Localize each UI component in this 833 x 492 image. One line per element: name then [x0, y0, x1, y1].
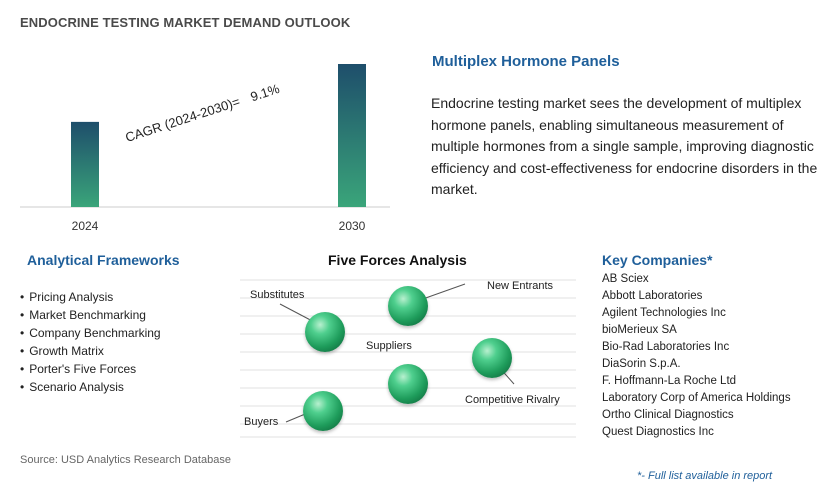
five-forces-diagram: Substitutes New Entrants Suppliers Compe…	[240, 278, 576, 438]
substitutes-label: Substitutes	[250, 289, 305, 301]
chart-canvas	[20, 64, 390, 208]
new-entrants-sphere	[388, 286, 428, 326]
company-item: Bio-Rad Laboratories Inc	[602, 341, 730, 353]
companies-list: AB Sciex Abbott Laboratories Agilent Tec…	[602, 271, 791, 441]
source-note: Source: USD Analytics Research Database	[20, 454, 231, 466]
bar-2030	[338, 64, 366, 207]
company-item: Agilent Technologies Inc	[602, 307, 726, 319]
bar-2024	[71, 121, 99, 207]
five-forces-lines	[240, 279, 576, 438]
buyers-label: Buyers	[244, 416, 279, 428]
framework-item: Porter's Five Forces	[20, 360, 161, 378]
new-entrants-label: New Entrants	[487, 280, 554, 292]
company-item: F. Hoffmann-La Roche Ltd	[602, 375, 737, 387]
competitive-rivalry-label: Competitive Rivalry	[465, 394, 560, 406]
x-tick-label: 2030	[338, 219, 366, 233]
framework-item: Growth Matrix	[20, 342, 161, 360]
suppliers-sphere	[388, 364, 428, 404]
page-title: ENDOCRINE TESTING MARKET DEMAND OUTLOOK	[20, 15, 351, 30]
framework-item: Pricing Analysis	[20, 288, 161, 306]
framework-item: Scenario Analysis	[20, 378, 161, 396]
company-item: Ortho Clinical Diagnostics	[602, 409, 734, 421]
framework-item: Market Benchmarking	[20, 306, 161, 324]
footnote: *- Full list available in report	[637, 470, 773, 482]
suppliers-label: Suppliers	[366, 340, 412, 352]
x-tick-label: 2024	[71, 219, 99, 233]
company-item: AB Sciex	[602, 273, 649, 285]
frameworks-heading: Analytical Frameworks	[27, 252, 180, 268]
frameworks-list: Pricing Analysis Market Benchmarking Com…	[20, 288, 161, 396]
panel-title: Multiplex Hormone Panels	[432, 53, 620, 70]
panel-description: Endocrine testing market sees the develo…	[431, 95, 818, 197]
framework-item: Company Benchmarking	[20, 324, 160, 342]
five-forces-heading: Five Forces Analysis	[328, 252, 467, 268]
company-item: Quest Diagnostics Inc	[602, 426, 714, 438]
company-item: bioMerieux SA	[602, 324, 677, 336]
companies-heading: Key Companies*	[602, 252, 713, 268]
company-item: DiaSorin S.p.A.	[602, 358, 681, 370]
buyers-sphere	[303, 391, 343, 431]
competitive-rivalry-sphere	[472, 338, 512, 378]
company-item: Abbott Laboratories	[602, 290, 703, 302]
company-item: Laboratory Corp of America Holdings	[602, 392, 791, 404]
demand-outlook-chart: CAGR (2024-2030)=9.1% 2024 2030	[20, 50, 390, 235]
substitutes-sphere	[305, 312, 345, 352]
